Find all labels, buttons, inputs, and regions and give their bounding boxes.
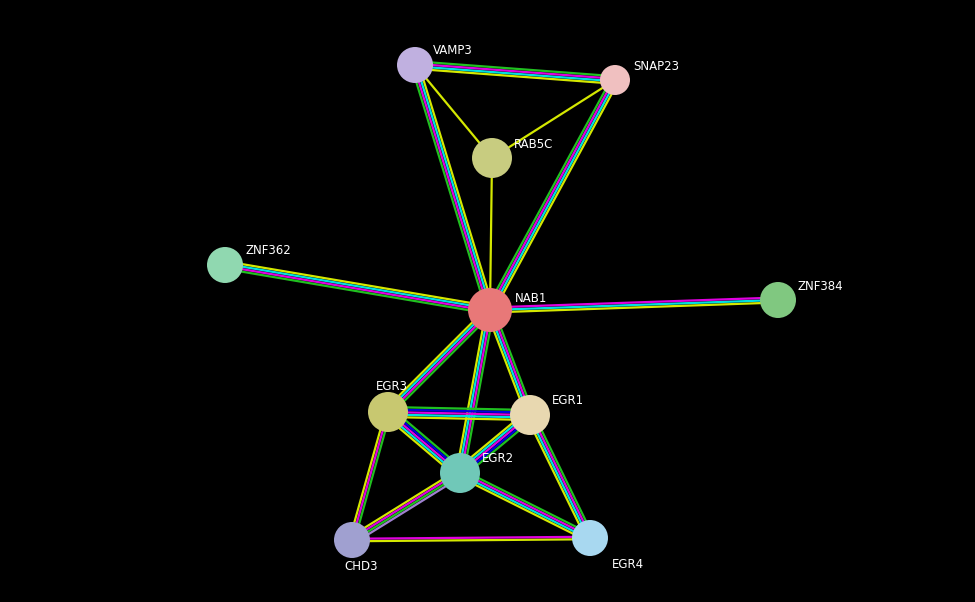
Text: EGR1: EGR1 bbox=[552, 394, 584, 408]
Circle shape bbox=[334, 522, 370, 558]
Text: CHD3: CHD3 bbox=[344, 559, 377, 573]
Circle shape bbox=[397, 47, 433, 83]
Text: EGR2: EGR2 bbox=[482, 453, 514, 465]
Circle shape bbox=[572, 520, 608, 556]
Text: NAB1: NAB1 bbox=[515, 291, 547, 305]
Circle shape bbox=[368, 392, 408, 432]
Text: SNAP23: SNAP23 bbox=[633, 60, 679, 72]
Circle shape bbox=[600, 65, 630, 95]
Circle shape bbox=[510, 395, 550, 435]
Text: ZNF384: ZNF384 bbox=[798, 279, 843, 293]
Circle shape bbox=[472, 138, 512, 178]
Text: EGR4: EGR4 bbox=[612, 557, 644, 571]
Text: VAMP3: VAMP3 bbox=[433, 45, 473, 58]
Circle shape bbox=[760, 282, 796, 318]
Text: EGR3: EGR3 bbox=[376, 379, 408, 393]
Text: ZNF362: ZNF362 bbox=[245, 244, 291, 258]
Circle shape bbox=[440, 453, 480, 493]
Text: RAB5C: RAB5C bbox=[514, 137, 554, 150]
Circle shape bbox=[468, 288, 512, 332]
Circle shape bbox=[207, 247, 243, 283]
